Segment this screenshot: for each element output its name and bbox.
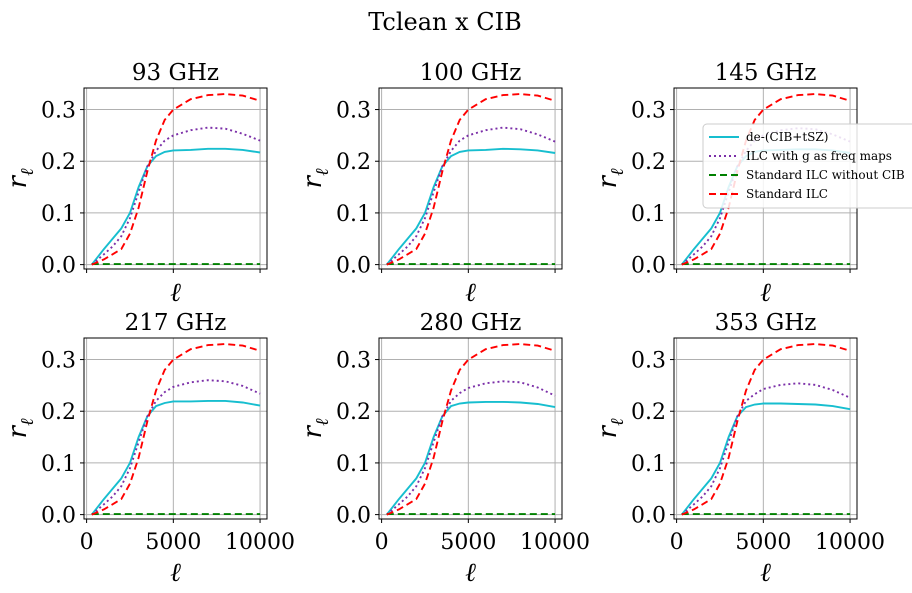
y-tick-label: 0.2 (631, 150, 666, 175)
x-axis-label: ℓ (760, 278, 771, 308)
y-tick-label: 0.2 (41, 400, 76, 425)
y-tick-label: 0.0 (631, 504, 666, 529)
y-axis-label-base: r (3, 174, 33, 188)
series-line-de-cib-tsz (386, 147, 556, 266)
subplot-title: 353 GHz (715, 310, 817, 336)
series-line-std-ilc (91, 93, 261, 266)
y-tick-label: 0.0 (41, 254, 76, 279)
y-axis-label: rℓ (3, 418, 38, 438)
y-axis-label: rℓ (593, 418, 628, 438)
y-axis-label-base: r (3, 424, 33, 438)
y-tick-label: 0.1 (631, 202, 666, 227)
subplot-title: 217 GHz (125, 310, 227, 336)
y-axis-label: rℓ (3, 168, 38, 188)
y-tick-label: 0.1 (336, 202, 371, 227)
y-axis-label-subscript: ℓ (17, 168, 38, 176)
series-line-std-ilc (91, 343, 261, 516)
y-tick-label: 0.1 (336, 452, 371, 477)
x-tick-label: 10000 (225, 530, 295, 555)
x-axis-label: ℓ (465, 278, 476, 308)
x-axis-label: ℓ (760, 558, 771, 588)
y-tick-label: 0.2 (336, 400, 371, 425)
series-line-std-ilc (386, 343, 556, 516)
series-line-std-ilc (386, 93, 556, 266)
subplot-title: 93 GHz (132, 60, 219, 86)
x-tick-label: 5000 (735, 530, 791, 555)
y-tick-label: 0.1 (631, 452, 666, 477)
y-axis-label-base: r (298, 424, 328, 438)
y-axis-label-base: r (298, 174, 328, 188)
y-tick-label: 0.2 (631, 400, 666, 425)
series-line-ilc-g (681, 382, 851, 516)
y-tick-label: 0.3 (41, 349, 76, 374)
y-tick-label: 0.0 (336, 254, 371, 279)
series-line-de-cib-tsz (681, 402, 851, 516)
y-axis-label: rℓ (593, 168, 628, 188)
x-axis-label: ℓ (465, 558, 476, 588)
legend-label: Standard ILC (746, 187, 828, 201)
axes-frame (83, 337, 268, 520)
legend: de-(CIB+tSZ) ILC with g as freq maps Stand… (702, 123, 912, 209)
y-tick-label: 0.3 (631, 349, 666, 374)
y-tick-label: 0.0 (631, 254, 666, 279)
legend-label: ILC with g as freq maps (746, 149, 892, 163)
subplot-title: 280 GHz (420, 310, 522, 336)
subplot-title: 100 GHz (420, 60, 522, 86)
y-tick-label: 0.2 (41, 150, 76, 175)
subplot-title: 145 GHz (715, 60, 817, 86)
x-tick-label: 5000 (440, 530, 496, 555)
x-tick-label: 10000 (520, 530, 590, 555)
y-tick-label: 0.3 (41, 99, 76, 124)
y-axis-label-subscript: ℓ (312, 168, 333, 176)
x-tick-label: 0 (670, 530, 684, 555)
y-tick-label: 0.2 (336, 150, 371, 175)
y-axis-label-subscript: ℓ (607, 168, 628, 176)
y-tick-label: 0.0 (336, 504, 371, 529)
y-axis-label: rℓ (298, 418, 333, 438)
x-axis-label: ℓ (170, 558, 181, 588)
x-tick-label: 0 (375, 530, 389, 555)
series-line-de-cib-tsz (386, 400, 556, 516)
y-tick-label: 0.3 (336, 349, 371, 374)
legend-label: de-(CIB+tSZ) (746, 130, 828, 144)
y-tick-label: 0.0 (41, 504, 76, 529)
legend-label: Standard ILC without CIB (746, 168, 905, 182)
y-tick-label: 0.1 (41, 202, 76, 227)
y-axis-label-subscript: ℓ (607, 418, 628, 426)
y-axis-label-base: r (593, 424, 623, 438)
legend-box (702, 123, 912, 209)
x-tick-label: 10000 (815, 530, 885, 555)
x-tick-label: 0 (80, 530, 94, 555)
series-line-std-ilc (681, 343, 851, 516)
series-line-de-cib-tsz (91, 147, 261, 266)
y-axis-label: rℓ (298, 168, 333, 188)
y-axis-label-subscript: ℓ (17, 418, 38, 426)
y-tick-label: 0.3 (631, 99, 666, 124)
axes-frame (83, 87, 268, 270)
figure-title: Tclean x CIB (368, 8, 522, 36)
x-tick-label: 5000 (145, 530, 201, 555)
y-tick-label: 0.1 (41, 452, 76, 477)
x-axis-label: ℓ (170, 278, 181, 308)
y-tick-label: 0.3 (336, 99, 371, 124)
axes-frame (378, 337, 563, 520)
axes-frame (378, 87, 563, 270)
axes-frame (673, 337, 858, 520)
series-line-de-cib-tsz (91, 399, 261, 516)
y-axis-label-base: r (593, 174, 623, 188)
y-axis-label-subscript: ℓ (312, 418, 333, 426)
